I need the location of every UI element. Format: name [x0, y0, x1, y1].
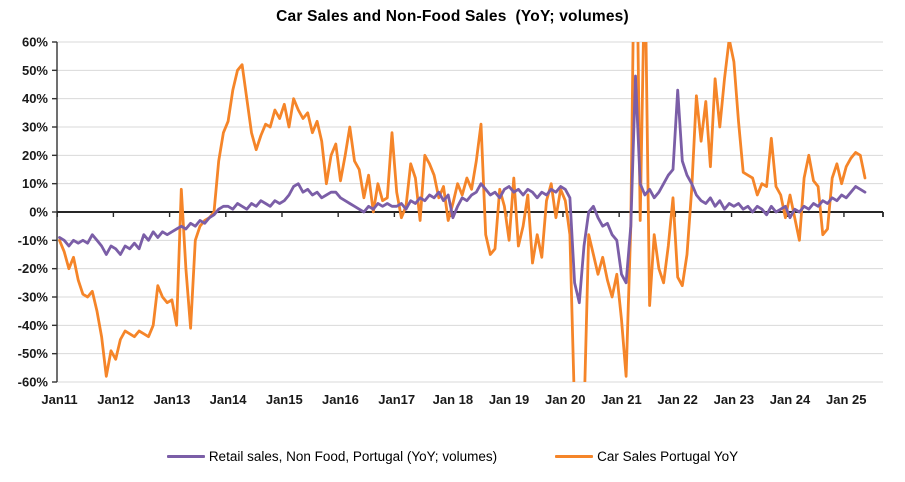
x-axis-labels: Jan11 Jan12 Jan13 Jan14 Jan15 Jan16 Jan17 Jan 1…	[41, 392, 866, 407]
svg-text:Jan 24: Jan 24	[770, 392, 811, 407]
svg-text:-30%: -30%	[18, 290, 49, 305]
svg-text:Jan 23: Jan 23	[714, 392, 754, 407]
svg-text:Jan 19: Jan 19	[489, 392, 529, 407]
chart-title: Car Sales and Non-Food Sales (YoY; volum…	[276, 8, 629, 25]
svg-text:Jan 20: Jan 20	[545, 392, 585, 407]
svg-text:Jan12: Jan12	[97, 392, 134, 407]
series-lines	[58, 42, 867, 382]
svg-text:20%: 20%	[22, 148, 48, 163]
car-sales-line-swatch	[555, 454, 594, 459]
svg-text:Jan14: Jan14	[210, 392, 248, 407]
svg-text:-10%: -10%	[18, 233, 49, 248]
svg-text:Jan 25: Jan 25	[826, 392, 866, 407]
axes	[52, 41, 884, 383]
svg-text:40%: 40%	[22, 91, 48, 106]
legend-label-car-sales: Car Sales Portugal YoY	[597, 449, 739, 464]
svg-text:Jan13: Jan13	[153, 392, 190, 407]
car-sales-line	[58, 42, 867, 382]
retail-line-swatch	[166, 454, 205, 459]
legend-item-retail: Retail sales, Non Food, Portugal (YoY; v…	[166, 449, 498, 464]
svg-text:Jan 21: Jan 21	[601, 392, 641, 407]
y-axis-labels: 60% 50% 40% 30% 20% 10% 0% -10% -20% -30% -40% -50%…	[18, 35, 49, 390]
svg-text:30%: 30%	[22, 120, 48, 135]
svg-text:Jan15: Jan15	[266, 392, 303, 407]
svg-text:-40%: -40%	[18, 318, 49, 333]
legend-label-retail: Retail sales, Non Food, Portugal (YoY; v…	[208, 449, 498, 464]
retail-sales-line	[58, 74, 867, 305]
svg-text:10%: 10%	[22, 176, 48, 191]
svg-text:-50%: -50%	[18, 346, 49, 361]
svg-text:Jan 18: Jan 18	[433, 392, 473, 407]
svg-text:-60%: -60%	[18, 375, 49, 390]
svg-text:-20%: -20%	[18, 261, 49, 276]
svg-text:Jan17: Jan17	[378, 392, 415, 407]
svg-text:Jan 22: Jan 22	[657, 392, 697, 407]
svg-text:50%: 50%	[22, 63, 48, 78]
svg-text:Jan16: Jan16	[322, 392, 359, 407]
legend-item-car-sales: Car Sales Portugal YoY	[555, 449, 738, 464]
svg-text:60%: 60%	[22, 35, 48, 50]
svg-text:Jan11: Jan11	[41, 392, 77, 407]
svg-text:0%: 0%	[29, 205, 48, 220]
legend: Retail sales, Non Food, Portugal (YoY; v…	[0, 449, 905, 464]
